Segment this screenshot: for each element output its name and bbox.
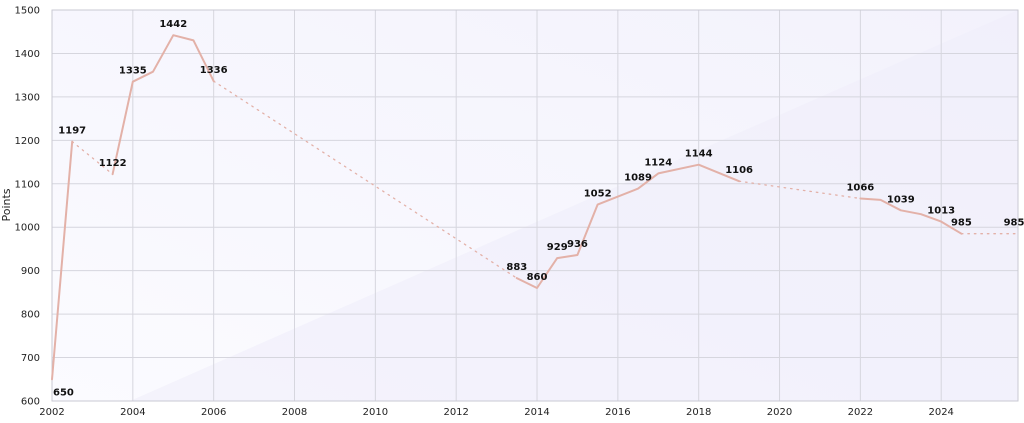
data-label: 1335 xyxy=(119,66,147,77)
x-tick-label: 2012 xyxy=(443,407,468,418)
x-tick-label: 2016 xyxy=(605,407,630,418)
data-label: 929 xyxy=(547,242,568,253)
data-label: 1106 xyxy=(725,165,753,176)
series-line xyxy=(51,34,1019,381)
y-axis-ticks: 600 700 800 900 1000 1100 1200 1300 1400 1500 xyxy=(15,6,40,408)
y-tick-label: 1200 xyxy=(15,136,40,147)
data-label: 1066 xyxy=(846,183,874,194)
data-label: 1122 xyxy=(99,158,127,169)
y-tick-label: 900 xyxy=(21,266,40,277)
x-tick-label: 2022 xyxy=(848,407,873,418)
y-tick-label: 700 xyxy=(21,353,40,364)
x-tick-label: 2014 xyxy=(524,407,549,418)
dotted-gap-segment xyxy=(213,80,518,279)
data-label: 1336 xyxy=(200,65,228,76)
y-tick-label: 800 xyxy=(21,310,40,321)
y-tick-label: 600 xyxy=(21,397,40,408)
line-segment xyxy=(111,34,215,176)
x-tick-label: 2004 xyxy=(120,407,145,418)
y-axis-label: Points xyxy=(0,188,13,221)
y-tick-label: 1000 xyxy=(15,223,40,234)
x-tick-label: 2010 xyxy=(363,407,388,418)
line-segment xyxy=(51,140,74,381)
data-label: 1124 xyxy=(644,157,672,168)
y-tick-label: 1500 xyxy=(15,6,40,17)
x-tick-label: 2018 xyxy=(686,407,711,418)
x-tick-label: 2020 xyxy=(767,407,792,418)
data-label: 985 xyxy=(951,218,972,229)
dotted-gap-segment xyxy=(738,180,862,200)
data-label: 1052 xyxy=(584,189,612,200)
x-axis-ticks: 2002 2004 2006 2008 2010 2012 2014 2016 2018 2020… xyxy=(39,407,954,418)
line-segment xyxy=(859,197,963,235)
data-label: 883 xyxy=(506,262,527,273)
line-segment xyxy=(515,163,741,289)
plot-border xyxy=(51,9,1019,402)
data-label: 1442 xyxy=(159,19,187,30)
plot-background-shade xyxy=(130,10,1018,401)
x-tick-label: 2002 xyxy=(39,407,64,418)
data-label: 1144 xyxy=(685,149,713,160)
data-label: 1197 xyxy=(58,126,86,137)
x-tick-label: 2006 xyxy=(201,407,226,418)
x-gridlines xyxy=(51,9,1019,402)
data-label: 1039 xyxy=(887,194,915,205)
y-tick-label: 1300 xyxy=(15,92,40,103)
data-label: 1089 xyxy=(624,173,652,184)
data-label: 985 xyxy=(1004,218,1024,229)
data-label: 650 xyxy=(53,387,74,398)
dotted-gap-segment xyxy=(71,140,114,175)
x-tick-label: 2024 xyxy=(928,407,953,418)
x-tick-label: 2008 xyxy=(282,407,307,418)
data-label: 1013 xyxy=(927,206,955,217)
y-tick-label: 1100 xyxy=(15,179,40,190)
y-tick-label: 1400 xyxy=(15,49,40,60)
data-label: 860 xyxy=(527,272,548,283)
data-label: 936 xyxy=(567,239,588,250)
